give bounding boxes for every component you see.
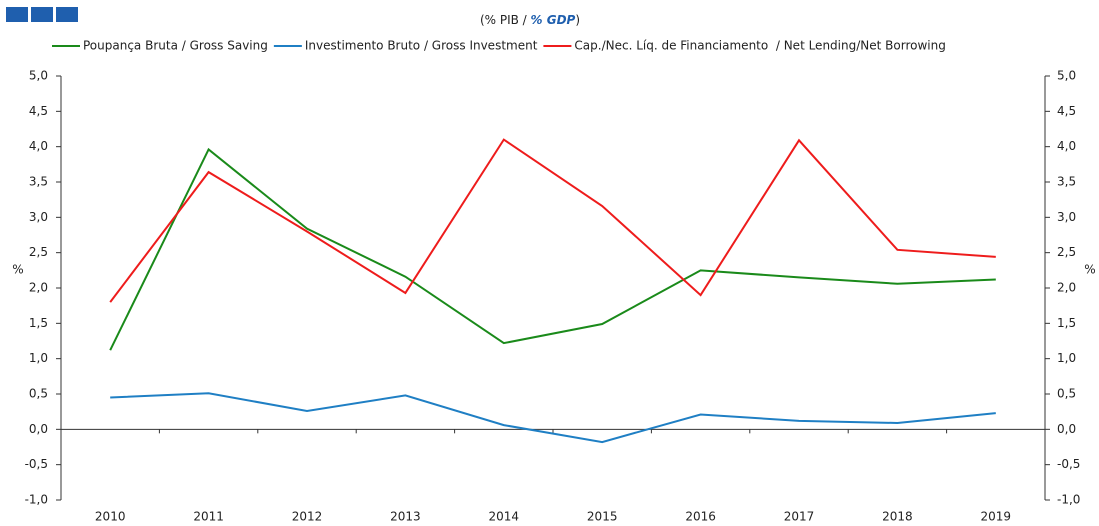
y2-tick-label: 1,0 <box>1057 351 1076 365</box>
y2-tick-label: 0,0 <box>1057 422 1076 436</box>
legend-label: Poupança Bruta / Gross Saving <box>83 39 268 53</box>
chart-title: (% PIB / % GDP) <box>480 13 580 27</box>
y-tick-label: 0,5 <box>29 387 48 401</box>
x-tick-label: 2014 <box>489 510 520 524</box>
y2-tick-label: 4,5 <box>1057 104 1076 118</box>
series-line <box>110 392 996 444</box>
x-tick-label: 2015 <box>587 510 618 524</box>
logo-block <box>56 7 78 22</box>
y-tick-label: 1,0 <box>29 351 48 365</box>
y-tick-label: 4,5 <box>29 104 48 118</box>
y2-tick-label: 0,5 <box>1057 387 1076 401</box>
y-tick-label: 5,0 <box>29 69 48 83</box>
y2-tick-label: 2,5 <box>1057 245 1076 259</box>
y-tick-label: 1,5 <box>29 316 48 330</box>
y2-tick-label: -1,0 <box>1057 493 1080 507</box>
y2-tick-label: 1,5 <box>1057 316 1076 330</box>
y-tick-label: 2,5 <box>29 245 48 259</box>
title-emphasis: % GDP <box>531 13 576 27</box>
y-tick-label: -0,5 <box>25 457 48 471</box>
y-tick-label: 0,0 <box>29 422 48 436</box>
legend-label: Investimento Bruto / Gross Investment <box>305 39 538 53</box>
x-tick-label: 2012 <box>292 510 323 524</box>
logo-block <box>6 7 28 22</box>
logo-block <box>31 7 53 22</box>
y-tick-label: 2,0 <box>29 281 48 295</box>
x-tick-label: 2011 <box>193 510 224 524</box>
x-tick-label: 2018 <box>882 510 913 524</box>
title-suffix: ) <box>575 13 580 27</box>
title-prefix: (% PIB / <box>480 13 531 27</box>
y2-tick-label: 2,0 <box>1057 281 1076 295</box>
x-tick-label: 2016 <box>685 510 716 524</box>
y2-tick-label: 4,0 <box>1057 139 1076 153</box>
x-tick-label: 2010 <box>95 510 126 524</box>
legend-label: Cap./Nec. Líq. de Financiamento / Net Le… <box>574 39 945 53</box>
y2-tick-label: 3,0 <box>1057 210 1076 224</box>
y2-tick-label: -0,5 <box>1057 457 1080 471</box>
x-tick-label: 2019 <box>981 510 1012 524</box>
y2-tick-label: 5,0 <box>1057 69 1076 83</box>
y-tick-label: 3,0 <box>29 210 48 224</box>
logo <box>6 7 78 22</box>
series-line <box>109 147 996 351</box>
y-tick-label: 3,5 <box>29 175 48 189</box>
x-tick-label: 2017 <box>784 510 815 524</box>
series-line <box>109 138 996 303</box>
y-tick-label: -1,0 <box>25 493 48 507</box>
y2-axis-label: % <box>1084 263 1095 277</box>
y-axis-label: % <box>12 263 23 277</box>
x-tick-label: 2013 <box>390 510 421 524</box>
y-tick-label: 4,0 <box>29 139 48 153</box>
y2-tick-label: 3,5 <box>1057 175 1076 189</box>
